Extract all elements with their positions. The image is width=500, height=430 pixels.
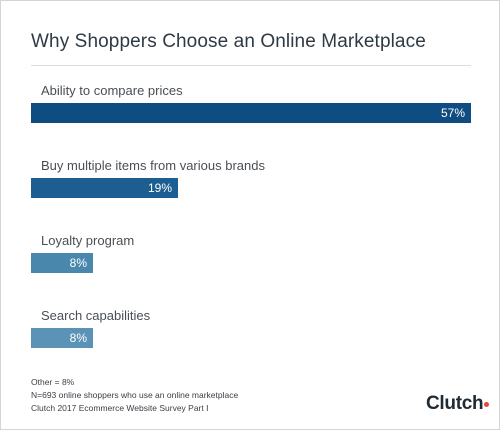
footnote-sample: N=693 online shoppers who use an online … (31, 390, 239, 400)
bar-value-label: 57% (440, 106, 465, 120)
category-label: Ability to compare prices (41, 83, 183, 98)
bar: 19% (31, 178, 178, 198)
red-dot-icon (484, 402, 490, 407)
category-label: Search capabilities (41, 308, 151, 323)
category-label: Loyalty program (41, 233, 135, 248)
bar: 57% (31, 103, 471, 123)
clutch-logo: Clutch (426, 393, 490, 415)
bar: 8% (31, 253, 93, 273)
logo-text: Clutch (426, 393, 484, 414)
bar-value-label: 19% (147, 181, 172, 195)
bar-value-label: 8% (69, 256, 87, 270)
title-divider (31, 65, 471, 66)
category-label: Buy multiple items from various brands (41, 158, 265, 173)
bar: 8% (31, 328, 93, 348)
footnote-other: Other = 8% (31, 377, 75, 387)
chart-title: Why Shoppers Choose an Online Marketplac… (31, 31, 426, 52)
bar-value-label: 8% (69, 331, 87, 345)
footnote-source: Clutch 2017 Ecommerce Website Survey Par… (31, 403, 209, 413)
